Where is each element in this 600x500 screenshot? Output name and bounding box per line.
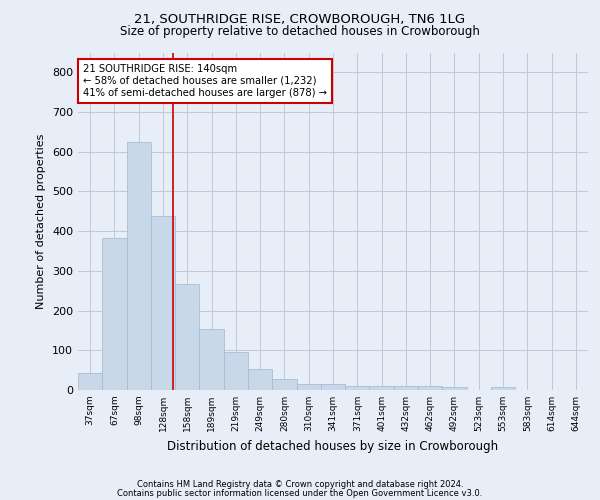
Bar [127,142,151,390]
Bar [296,384,321,390]
Bar [442,387,467,390]
Bar [175,284,199,390]
Bar [151,216,175,390]
Bar [199,329,224,390]
Bar [248,370,272,390]
Bar [491,387,515,390]
Bar [224,352,248,390]
Bar [78,372,102,390]
X-axis label: Distribution of detached houses by size in Crowborough: Distribution of detached houses by size … [167,440,499,452]
Bar [272,379,296,390]
Text: 21 SOUTHRIDGE RISE: 140sqm
← 58% of detached houses are smaller (1,232)
41% of s: 21 SOUTHRIDGE RISE: 140sqm ← 58% of deta… [83,64,327,98]
Bar [102,238,127,390]
Bar [345,386,370,390]
Bar [394,386,418,390]
Text: Contains HM Land Registry data © Crown copyright and database right 2024.: Contains HM Land Registry data © Crown c… [137,480,463,489]
Bar [321,384,345,390]
Text: Contains public sector information licensed under the Open Government Licence v3: Contains public sector information licen… [118,489,482,498]
Text: 21, SOUTHRIDGE RISE, CROWBOROUGH, TN6 1LG: 21, SOUTHRIDGE RISE, CROWBOROUGH, TN6 1L… [134,12,466,26]
Bar [370,386,394,390]
Bar [418,386,442,390]
Text: Size of property relative to detached houses in Crowborough: Size of property relative to detached ho… [120,25,480,38]
Y-axis label: Number of detached properties: Number of detached properties [37,134,46,309]
